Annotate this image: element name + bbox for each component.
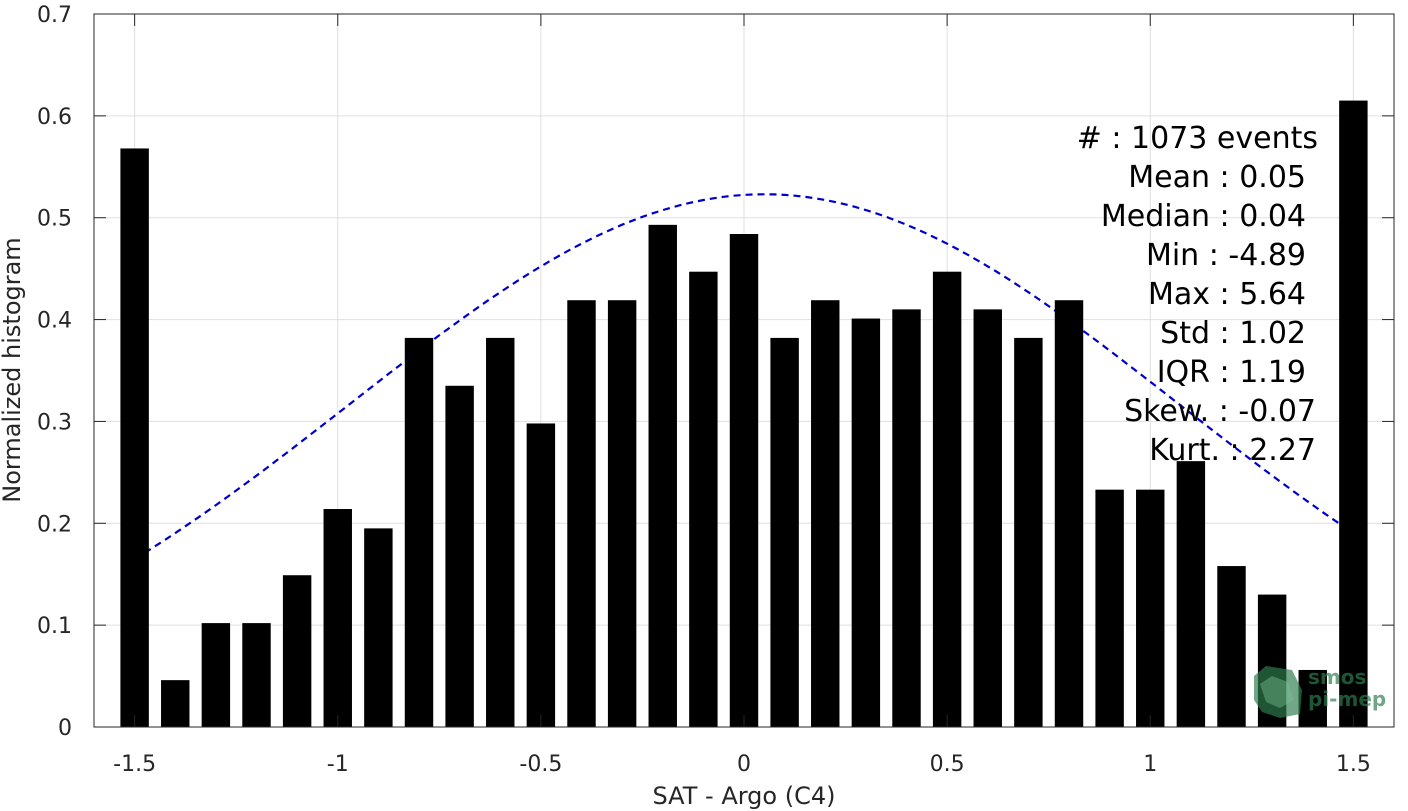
x-tick-label: 0 — [737, 752, 751, 777]
x-axis-title: SAT - Argo (C4) — [653, 782, 836, 810]
histogram-bar — [486, 337, 515, 727]
histogram-bar — [1176, 461, 1206, 727]
stat-min: Min : -4.89 — [1146, 238, 1306, 273]
x-tick-label: 0.5 — [930, 752, 965, 777]
histogram-bar — [364, 528, 393, 727]
y-tick-label: 0.4 — [37, 309, 72, 334]
histogram-bar — [1054, 300, 1084, 727]
histogram-bar — [770, 337, 799, 727]
y-tick-label: 0.1 — [37, 614, 72, 639]
histogram-bar — [648, 224, 677, 727]
histogram-bar — [201, 623, 231, 727]
histogram-bar — [526, 423, 556, 727]
y-tick-label: 0 — [58, 716, 72, 741]
histogram-bar — [161, 680, 190, 727]
histogram-bar — [729, 234, 759, 728]
logo-text-pimep: pi-mep — [1308, 687, 1386, 711]
histogram-bar — [1136, 489, 1165, 727]
histogram-bar — [607, 300, 637, 727]
histogram-bar — [851, 318, 881, 727]
histogram-bar — [973, 309, 1002, 727]
histogram-bar — [323, 509, 352, 727]
histogram-bar — [892, 309, 921, 727]
histogram-bar — [282, 575, 312, 727]
x-tick-label: -1 — [327, 752, 349, 777]
stat-events: # : 1073 events — [1077, 121, 1318, 156]
histogram-bar — [404, 337, 434, 727]
histogram-bar — [1014, 337, 1043, 727]
y-axis-title: Normalized histogram — [0, 237, 26, 502]
stat-median: Median : 0.04 — [1101, 199, 1306, 234]
y-tick-label: 0.6 — [37, 105, 72, 130]
y-tick-label: 0.5 — [37, 207, 72, 232]
histogram-bar — [120, 148, 149, 728]
smos-pimep-logo: smos pi-mep — [1254, 665, 1386, 718]
stat-std: Std : 1.02 — [1160, 316, 1306, 351]
stat-max: Max : 5.64 — [1148, 277, 1306, 312]
stat-skew: Skew. : -0.07 — [1124, 394, 1316, 429]
histogram-bar — [1339, 100, 1368, 728]
logo-text-smos: smos — [1308, 665, 1366, 689]
statistics-annotation: # : 1073 events Mean : 0.05 Median : 0.0… — [1077, 121, 1318, 468]
x-tick-label: -0.5 — [519, 752, 562, 777]
stat-iqr: IQR : 1.19 — [1157, 355, 1306, 390]
y-tick-label: 0.7 — [37, 3, 72, 28]
axis-ticks: -1.5 -1 -0.5 0 0.5 1 1.5 0 0.1 0.2 0.3 0.4 0.5 0.6 0.7 — [37, 3, 1394, 777]
stat-kurt: Kurt. : 2.27 — [1149, 433, 1316, 468]
histogram-bar — [567, 300, 596, 727]
histogram-bar — [1298, 669, 1327, 727]
normal-fit-curve-layer — [134, 193, 1355, 561]
histogram-bar — [932, 271, 962, 727]
logo-mark-highlight-icon — [1260, 676, 1294, 708]
stat-mean: Mean : 0.05 — [1128, 160, 1306, 195]
histogram-bar — [242, 623, 271, 727]
y-tick-label: 0.3 — [37, 410, 72, 435]
histogram-bar — [811, 300, 840, 727]
x-tick-label: -1.5 — [113, 752, 156, 777]
y-tick-label: 0.2 — [37, 512, 72, 537]
histogram-bar — [445, 385, 474, 727]
histogram-bar — [1217, 566, 1246, 727]
x-tick-label: 1 — [1143, 752, 1157, 777]
x-tick-label: 1.5 — [1336, 752, 1371, 777]
histogram-bar — [689, 271, 718, 727]
normal-fit-curve — [134, 193, 1355, 561]
histogram-bars — [120, 100, 1368, 728]
histogram-bar — [1095, 489, 1124, 727]
